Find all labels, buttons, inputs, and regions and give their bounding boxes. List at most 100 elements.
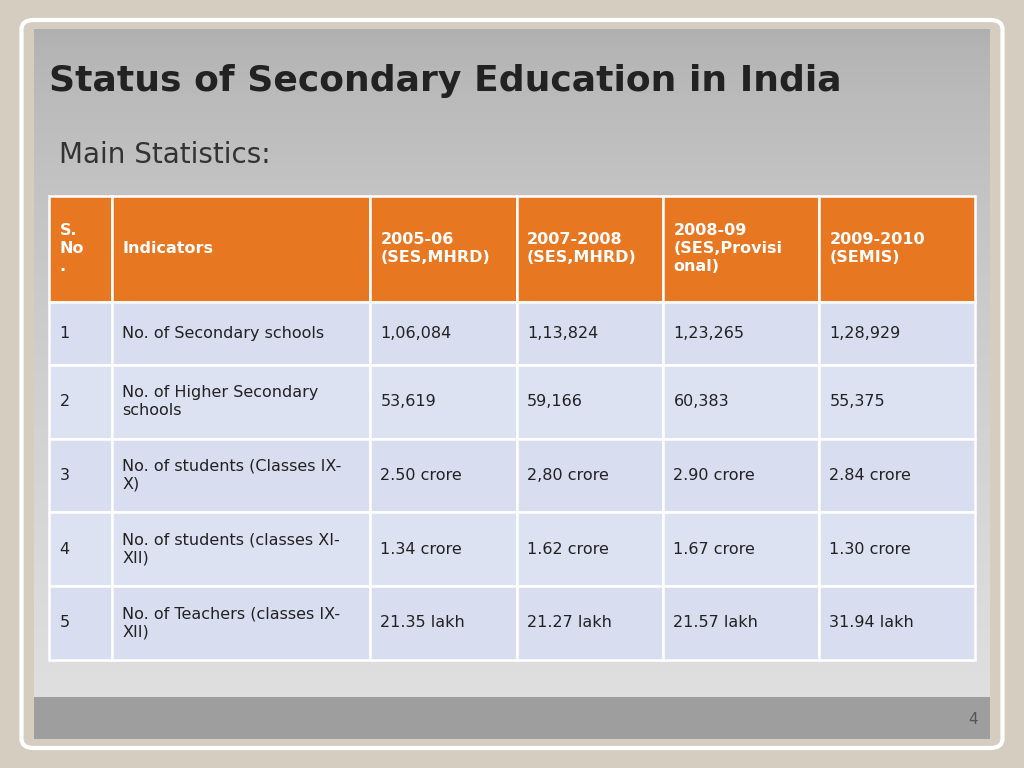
Bar — [34, 663, 990, 666]
Bar — [34, 108, 990, 110]
Bar — [34, 138, 990, 141]
Text: 4: 4 — [59, 541, 70, 557]
Bar — [819, 586, 975, 660]
Bar — [34, 257, 990, 259]
Bar — [49, 512, 113, 586]
Bar — [34, 114, 990, 117]
Bar — [34, 632, 990, 634]
Text: No. of students (Classes IX-
X): No. of students (Classes IX- X) — [123, 459, 342, 492]
Bar — [34, 197, 990, 200]
Bar — [34, 102, 990, 105]
Bar — [34, 159, 990, 161]
Bar — [34, 277, 990, 280]
Bar — [34, 209, 990, 211]
Bar — [34, 557, 990, 559]
Bar — [34, 552, 990, 554]
Bar — [34, 417, 990, 419]
Text: 21.57 lakh: 21.57 lakh — [674, 615, 759, 631]
Bar — [34, 200, 990, 202]
Bar — [34, 406, 990, 408]
Bar — [34, 171, 990, 174]
Text: S.
No
.: S. No . — [59, 223, 84, 274]
Bar — [34, 571, 990, 573]
Bar — [34, 642, 990, 644]
Bar — [34, 285, 990, 287]
Bar — [34, 614, 990, 616]
Bar — [34, 720, 990, 722]
Bar — [34, 93, 990, 95]
Bar — [34, 545, 990, 548]
Bar — [517, 365, 664, 439]
Bar — [34, 145, 990, 147]
Bar — [34, 637, 990, 640]
Bar — [34, 185, 990, 187]
Bar — [34, 233, 990, 235]
Bar — [49, 196, 113, 302]
Bar — [34, 680, 990, 682]
Text: 3: 3 — [59, 468, 70, 483]
Bar — [34, 488, 990, 491]
Bar — [34, 389, 990, 391]
Bar — [34, 216, 990, 218]
Bar — [34, 654, 990, 656]
Bar — [34, 220, 990, 223]
Bar — [34, 713, 990, 715]
Bar — [34, 465, 990, 467]
Bar — [34, 242, 990, 244]
Bar — [664, 439, 819, 512]
Bar — [664, 365, 819, 439]
Bar — [34, 592, 990, 594]
Bar — [34, 607, 990, 609]
Text: No. of students (classes XI-
XII): No. of students (classes XI- XII) — [123, 533, 340, 565]
Bar — [34, 31, 990, 34]
Bar — [34, 100, 990, 102]
Bar — [34, 583, 990, 585]
Text: 4: 4 — [969, 712, 978, 727]
Bar — [819, 196, 975, 302]
Bar — [34, 235, 990, 237]
Bar — [34, 708, 990, 710]
Text: 55,375: 55,375 — [829, 394, 885, 409]
Bar — [34, 426, 990, 429]
Bar — [34, 316, 990, 318]
Bar — [34, 112, 990, 114]
Bar — [517, 439, 664, 512]
Text: Indicators: Indicators — [123, 241, 213, 257]
Bar — [34, 429, 990, 432]
Bar — [34, 71, 990, 74]
Bar — [34, 320, 990, 323]
Bar — [819, 439, 975, 512]
Bar — [370, 439, 517, 512]
Bar — [34, 294, 990, 296]
Text: 2007-2008
(SES,MHRD): 2007-2008 (SES,MHRD) — [527, 233, 637, 265]
Bar — [34, 604, 990, 607]
Bar — [34, 301, 990, 303]
Bar — [34, 419, 990, 422]
Bar — [34, 273, 990, 275]
Bar — [34, 98, 990, 100]
Bar — [34, 336, 990, 339]
Bar — [34, 634, 990, 637]
Bar — [34, 154, 990, 157]
Bar — [113, 196, 370, 302]
Bar — [34, 147, 990, 150]
Bar — [34, 377, 990, 379]
Bar — [34, 568, 990, 571]
Text: 2.84 crore: 2.84 crore — [829, 468, 911, 483]
Bar — [34, 481, 990, 483]
Bar — [49, 365, 113, 439]
Bar — [34, 365, 990, 367]
Bar — [34, 467, 990, 469]
Bar — [113, 512, 370, 586]
Bar — [34, 396, 990, 398]
Bar — [34, 329, 990, 332]
Bar — [34, 244, 990, 247]
Bar — [34, 441, 990, 443]
Bar — [819, 302, 975, 365]
Bar — [34, 505, 990, 507]
Bar — [34, 590, 990, 592]
Text: 2005-06
(SES,MHRD): 2005-06 (SES,MHRD) — [380, 233, 490, 265]
Bar — [34, 299, 990, 301]
Bar — [34, 732, 990, 734]
Bar — [34, 77, 990, 79]
